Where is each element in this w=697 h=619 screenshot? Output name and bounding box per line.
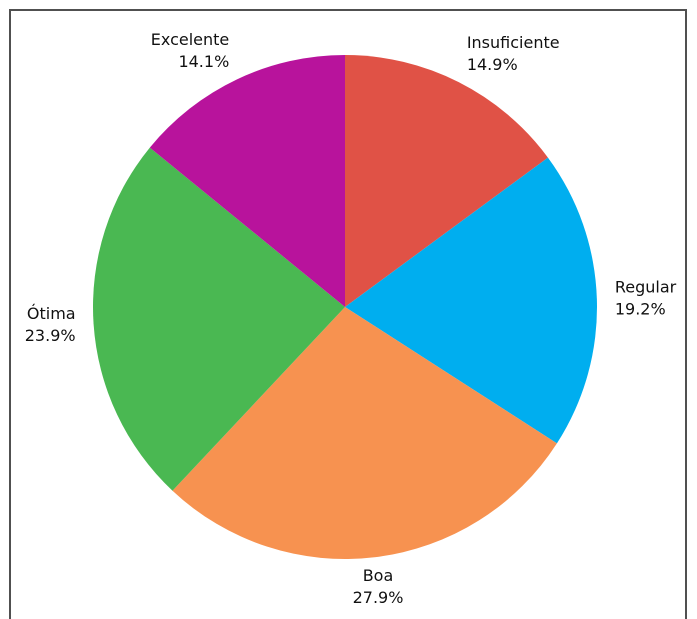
pie-slice-insuficiente: [345, 55, 548, 307]
pie-slices: [92, 55, 598, 560]
slice-pct-regular: 19.2%: [615, 300, 666, 319]
slice-pct-excelente: 14.1%: [178, 52, 229, 71]
pie-slice-boa: [172, 307, 557, 560]
pie-slice-regular: [345, 157, 598, 444]
slice-label-boa: Boa: [363, 566, 394, 585]
slice-label-excelente: Excelente: [151, 30, 229, 49]
pie-slice-excelente: [149, 55, 345, 307]
pie-labels: Insuficiente 14.9% Regular 19.2% Boa 27.9% Óti…: [25, 30, 677, 607]
slice-pct-insuficiente: 14.9%: [467, 55, 518, 74]
slice-pct-ótima: 23.9%: [25, 326, 76, 345]
slice-label-regular: Regular: [615, 278, 677, 297]
slice-label-insuficiente: Insuficiente: [467, 33, 560, 52]
pie-slice-ótima: [92, 147, 346, 491]
slice-label-ótima: Ótima: [27, 304, 76, 323]
slice-pct-boa: 27.9%: [353, 588, 404, 607]
